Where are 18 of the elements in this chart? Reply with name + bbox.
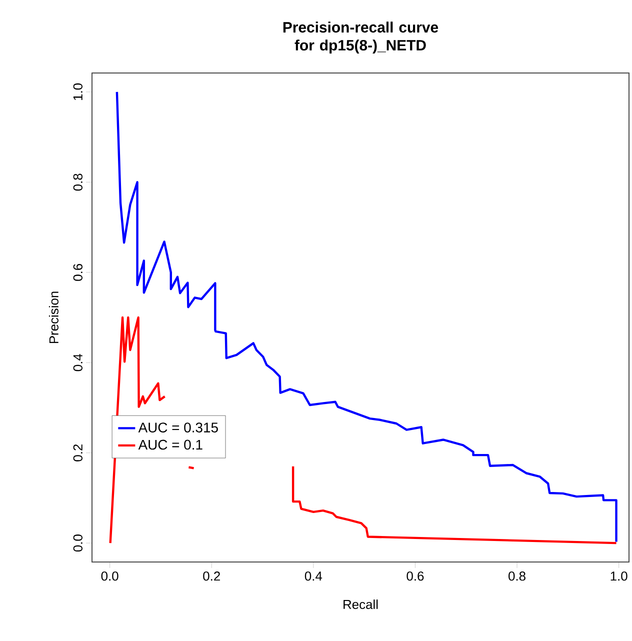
y-tick-label: 0.6 [73,264,82,281]
x-tick-label: 1.0 [610,572,628,581]
y-tick-label: 0.2 [73,444,82,462]
legend-label: AUC = 0.315 [138,422,218,432]
y-tick-label: 0.0 [73,534,82,552]
x-tick-label: 0.2 [203,572,220,581]
chart-title: Precision-recall curve for dp15(8-)_NETD [283,22,438,54]
y-tick-label: 1.0 [73,83,82,100]
legend-label: AUC = 0.1 [138,440,202,450]
x-tick-label: 0.0 [101,572,118,581]
x-tick-label: 0.4 [304,572,322,581]
y-tick-label: 0.8 [73,174,82,191]
x-tick-label: 0.8 [508,572,526,581]
y-axis-title: Precision [48,292,58,344]
x-tick-label: 0.6 [406,572,424,581]
y-tick-label: 0.4 [73,354,82,372]
x-axis-title: Recall [344,600,378,610]
line-series [116,90,618,543]
